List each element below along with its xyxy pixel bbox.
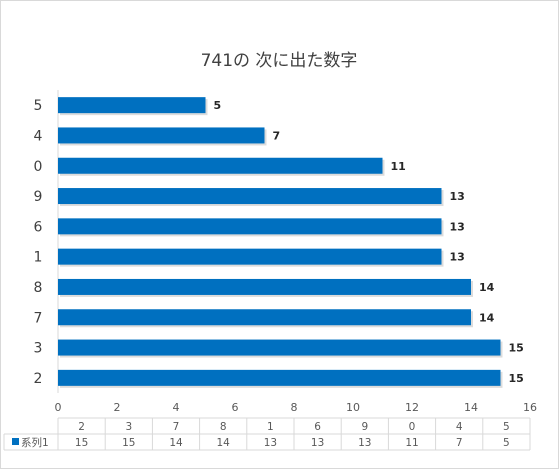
x-tick-label: 8 — [291, 401, 298, 414]
table-category: 2 — [78, 421, 85, 433]
y-tick-label: 3 — [34, 341, 43, 357]
table-category: 0 — [409, 421, 416, 433]
x-tick-label: 4 — [173, 401, 180, 414]
x-tick-label: 12 — [405, 401, 419, 414]
data-label: 13 — [450, 190, 465, 203]
table-value: 14 — [169, 437, 183, 449]
x-tick-label: 10 — [346, 401, 360, 414]
y-tick-label: 0 — [34, 159, 43, 175]
bar-4 — [58, 127, 265, 144]
table-category: 3 — [125, 421, 132, 433]
table-value: 7 — [456, 437, 463, 449]
bar-6 — [58, 218, 442, 235]
y-tick-label: 9 — [34, 189, 43, 205]
data-label: 11 — [391, 160, 406, 173]
x-tick-label: 0 — [55, 401, 62, 414]
data-label: 7 — [273, 129, 281, 142]
bar-5 — [58, 97, 206, 114]
table-category: 8 — [220, 421, 227, 433]
bar-1 — [58, 248, 442, 265]
table-category: 4 — [456, 421, 463, 433]
bar-8 — [58, 278, 471, 295]
table-value: 13 — [358, 437, 371, 449]
series-name: 系列1 — [21, 436, 49, 449]
data-label: 14 — [479, 311, 495, 324]
chart-title: 741の 次に出た数字 — [201, 51, 358, 71]
data-label: 13 — [450, 251, 465, 264]
y-tick-label: 6 — [34, 219, 43, 235]
y-tick-label: 1 — [34, 250, 43, 266]
table-value: 14 — [217, 437, 231, 449]
x-tick-label: 16 — [523, 401, 537, 414]
table-value: 5 — [503, 437, 510, 449]
data-label: 13 — [450, 220, 465, 233]
x-tick-label: 6 — [232, 401, 239, 414]
y-tick-label: 2 — [34, 371, 43, 387]
data-label: 15 — [509, 372, 524, 385]
table-value: 15 — [75, 437, 88, 449]
table-value: 11 — [405, 437, 418, 449]
data-label: 5 — [214, 99, 222, 112]
x-tick-label: 14 — [464, 401, 478, 414]
y-tick-label: 8 — [34, 280, 43, 296]
table-value: 15 — [122, 437, 135, 449]
y-tick-label: 7 — [34, 310, 43, 326]
table-category: 1 — [267, 421, 274, 433]
legend-key — [12, 438, 19, 445]
y-tick-label: 5 — [34, 98, 43, 114]
bar-0 — [58, 157, 383, 174]
table-category: 7 — [173, 421, 180, 433]
bar-9 — [58, 188, 442, 205]
data-label: 14 — [479, 281, 495, 294]
table-value: 13 — [311, 437, 324, 449]
bar-2 — [58, 369, 501, 386]
table-category: 9 — [361, 421, 368, 433]
bar-7 — [58, 309, 471, 326]
y-tick-label: 4 — [34, 128, 43, 144]
bar-3 — [58, 339, 501, 356]
table-value: 13 — [264, 437, 277, 449]
table-category: 6 — [314, 421, 321, 433]
table-category: 5 — [503, 421, 510, 433]
data-label: 15 — [509, 342, 524, 355]
x-tick-label: 2 — [114, 401, 121, 414]
